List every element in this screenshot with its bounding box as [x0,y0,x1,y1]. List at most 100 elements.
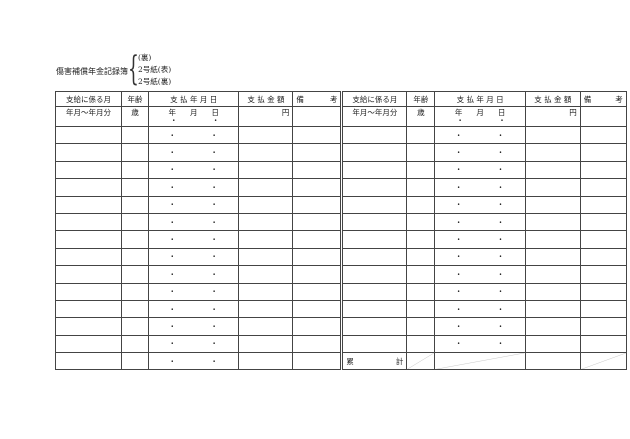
remarks-cell[interactable] [292,265,344,284]
month-cell[interactable] [55,195,122,214]
month-cell[interactable] [55,178,122,197]
remarks-cell[interactable] [579,143,627,162]
remarks-cell[interactable] [579,247,627,267]
date-cell[interactable]: ・ ・ [434,160,526,180]
remarks-cell[interactable] [292,352,344,371]
remarks-cell[interactable] [292,143,344,162]
date-cell[interactable]: ・ ・ [147,212,240,232]
age-cell[interactable] [406,230,436,249]
month-cell[interactable] [55,143,122,162]
remarks-cell[interactable] [292,160,344,180]
amount-cell[interactable] [524,334,581,354]
amount-cell[interactable] [524,160,581,180]
age-cell[interactable] [121,299,149,319]
month-cell[interactable] [55,160,122,180]
age-cell[interactable] [121,352,149,371]
date-cell[interactable]: ・ ・ [147,143,240,162]
amount-cell[interactable] [238,143,294,162]
remarks-cell[interactable] [579,334,627,354]
date-cell[interactable]: ・ ・ [147,334,240,354]
age-cell[interactable] [406,265,436,284]
age-cell[interactable] [121,125,149,145]
age-cell[interactable] [406,282,436,301]
remarks-cell[interactable] [579,160,627,180]
age-cell[interactable] [121,143,149,162]
month-cell[interactable] [55,282,122,301]
amount-cell[interactable] [524,230,581,249]
date-cell[interactable]: ・ ・ [434,247,526,267]
remarks-cell[interactable] [579,125,627,145]
date-cell[interactable]: ・ ・ [147,299,240,319]
month-cell[interactable] [341,282,408,301]
amount-cell[interactable] [238,195,294,214]
remarks-cell[interactable] [292,282,344,301]
month-cell[interactable] [341,265,408,284]
remarks-cell[interactable] [292,334,344,354]
age-cell[interactable] [121,178,149,197]
amount-cell[interactable] [238,178,294,197]
total-amount-cell[interactable] [524,352,581,371]
date-cell[interactable]: ・ ・ [147,230,240,249]
date-cell[interactable]: ・ ・ [434,212,526,232]
month-cell[interactable] [341,178,408,197]
date-cell[interactable]: ・ ・ [434,334,526,354]
amount-cell[interactable] [238,299,294,319]
remarks-cell[interactable] [579,299,627,319]
remarks-cell[interactable] [579,195,627,214]
month-cell[interactable] [55,212,122,232]
amount-cell[interactable] [238,317,294,336]
age-cell[interactable] [406,195,436,214]
age-cell[interactable] [121,334,149,354]
age-cell[interactable] [121,195,149,214]
month-cell[interactable] [341,334,408,354]
age-cell[interactable] [121,212,149,232]
month-cell[interactable] [341,247,408,267]
month-cell[interactable] [55,334,122,354]
amount-cell[interactable] [238,334,294,354]
month-cell[interactable] [341,160,408,180]
amount-cell[interactable] [524,265,581,284]
amount-cell[interactable] [524,299,581,319]
age-cell[interactable] [406,299,436,319]
amount-cell[interactable] [524,143,581,162]
remarks-cell[interactable] [579,106,627,127]
amount-cell[interactable] [524,195,581,214]
date-cell[interactable]: ・ ・ [434,178,526,197]
month-cell[interactable] [55,265,122,284]
age-cell[interactable] [406,160,436,180]
amount-cell[interactable] [238,125,294,145]
remarks-cell[interactable] [292,317,344,336]
date-cell[interactable]: ・ ・ [434,230,526,249]
month-cell[interactable] [55,247,122,267]
amount-cell[interactable] [524,247,581,267]
date-cell[interactable]: ・ ・ [147,352,240,371]
month-cell[interactable] [341,299,408,319]
month-cell[interactable] [341,195,408,214]
date-cell[interactable]: ・ ・ [147,178,240,197]
age-cell[interactable] [406,178,436,197]
date-cell[interactable]: ・ ・ [147,195,240,214]
age-cell[interactable] [406,334,436,354]
remarks-cell[interactable] [579,178,627,197]
remarks-cell[interactable] [292,247,344,267]
amount-cell[interactable] [238,212,294,232]
date-cell[interactable]: ・ ・ [147,125,240,145]
date-cell[interactable]: ・ ・ [147,317,240,336]
amount-cell[interactable] [238,282,294,301]
remarks-cell[interactable] [292,230,344,249]
age-cell[interactable] [121,265,149,284]
amount-cell[interactable] [524,212,581,232]
date-cell[interactable]: ・ ・ [434,265,526,284]
month-cell[interactable] [55,299,122,319]
month-cell[interactable] [341,212,408,232]
age-cell[interactable] [121,282,149,301]
remarks-cell[interactable] [579,212,627,232]
age-cell[interactable] [406,317,436,336]
remarks-cell[interactable] [579,282,627,301]
remarks-cell[interactable] [292,299,344,319]
amount-cell[interactable] [524,317,581,336]
amount-cell[interactable] [524,282,581,301]
month-cell[interactable] [341,125,408,145]
age-cell[interactable] [121,230,149,249]
month-cell[interactable] [55,317,122,336]
